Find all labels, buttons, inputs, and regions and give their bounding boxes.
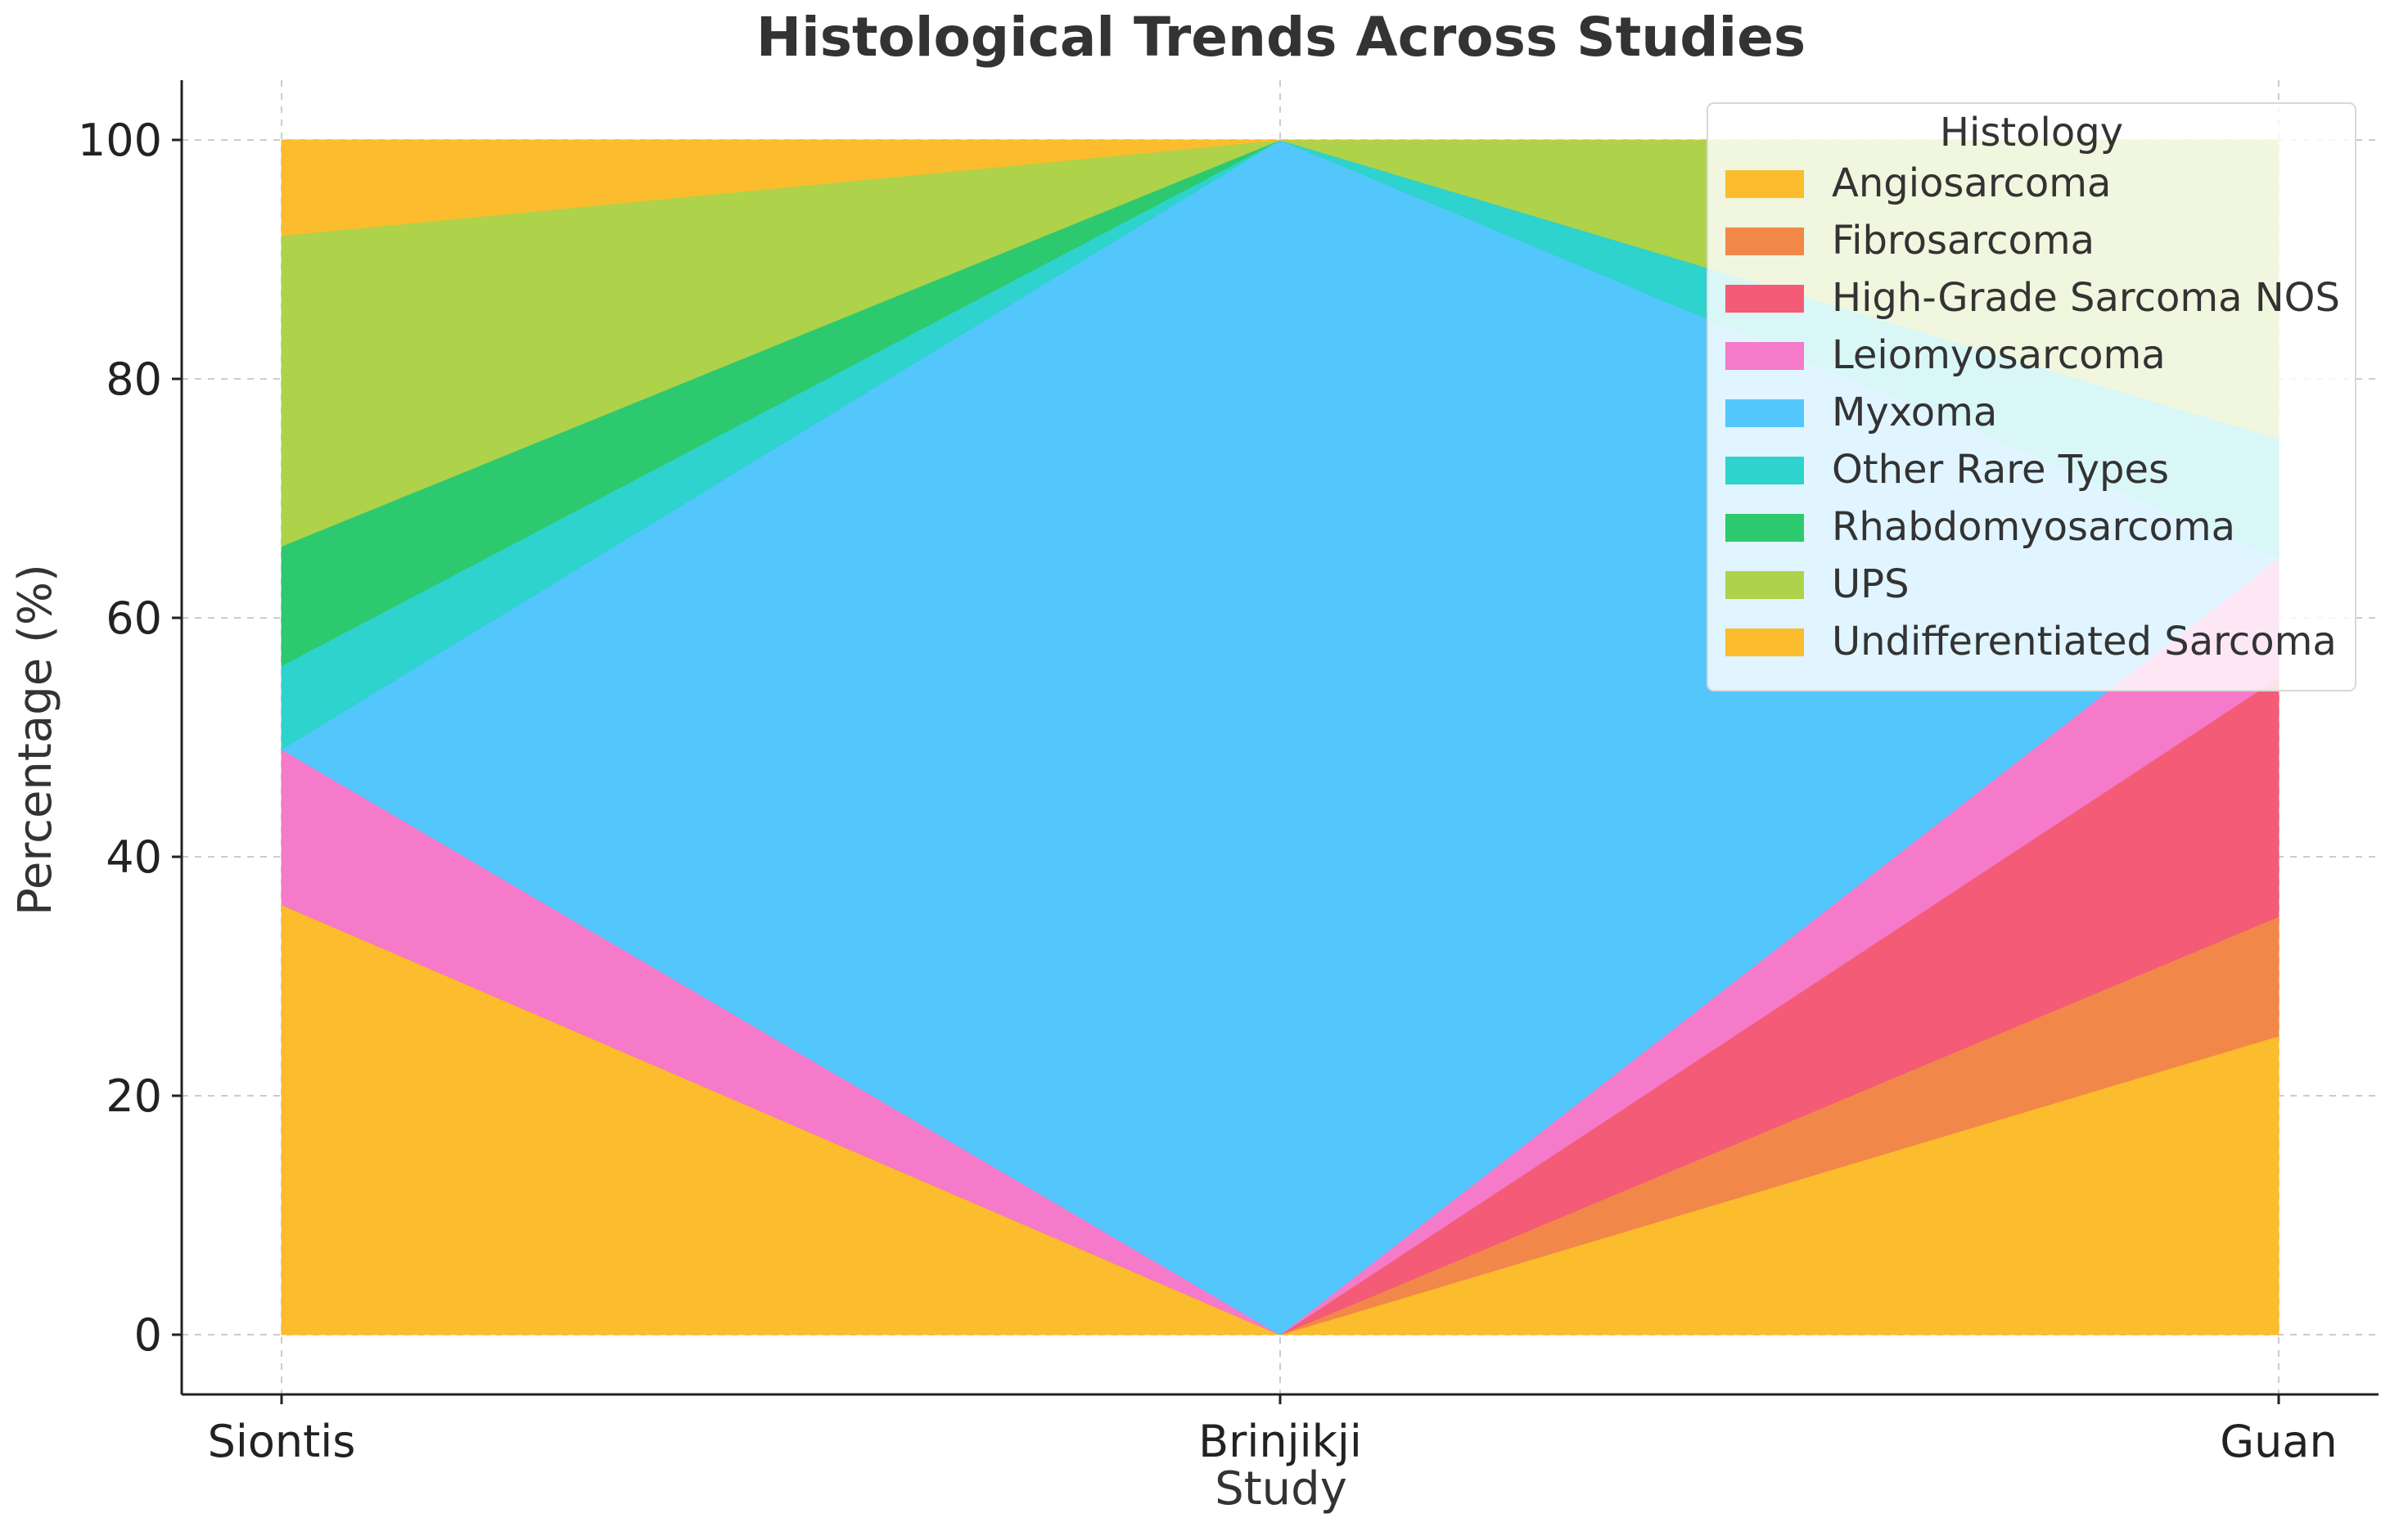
legend-label-ups: UPS bbox=[1832, 561, 1910, 607]
axis-layer: 0 20 40 60 80 100 Siontis Brinjikji Guan bbox=[78, 80, 2379, 1467]
legend-swatch-rhabdomyosarcoma bbox=[1725, 514, 1804, 542]
legend-label-fibrosarcoma: Fibrosarcoma bbox=[1832, 218, 2095, 264]
legend-swatch-myxoma bbox=[1725, 399, 1804, 427]
legend-label-myxoma: Myxoma bbox=[1832, 390, 1997, 435]
legend-label-angiosarcoma: Angiosarcoma bbox=[1832, 160, 2111, 206]
legend-swatch-high-grade-sarcoma-nos bbox=[1725, 285, 1804, 313]
x-tick-label-2: Guan bbox=[2220, 1416, 2337, 1467]
x-tick-label-1: Brinjikji bbox=[1198, 1416, 1362, 1467]
x-axis-label: Study bbox=[1215, 1462, 1347, 1516]
chart-title: Histological Trends Across Studies bbox=[756, 6, 1806, 69]
legend-swatch-leiomyosarcoma bbox=[1725, 342, 1804, 370]
legend-label-high-grade-sarcoma-nos: High-Grade Sarcoma NOS bbox=[1832, 275, 2340, 321]
y-tick-label-80: 80 bbox=[106, 354, 162, 405]
x-tick-label-0: Siontis bbox=[208, 1416, 356, 1467]
legend-label-rhabdomyosarcoma: Rhabdomyosarcoma bbox=[1832, 504, 2235, 550]
y-tick-label-60: 60 bbox=[106, 592, 162, 644]
legend-label-undifferentiated-sarcoma: Undifferentiated Sarcoma bbox=[1832, 619, 2337, 664]
legend-swatch-other-rare-types bbox=[1725, 457, 1804, 484]
y-tick-label-100: 100 bbox=[78, 115, 162, 166]
legend-swatch-ups bbox=[1725, 571, 1804, 599]
legend-box bbox=[1707, 102, 2356, 691]
y-tick-label-40: 40 bbox=[106, 831, 162, 883]
y-axis-label: Percentage (%) bbox=[9, 564, 62, 916]
legend-swatch-undifferentiated-sarcoma bbox=[1725, 628, 1804, 656]
y-tick-label-20: 20 bbox=[106, 1070, 162, 1122]
legend-label-other-rare-types: Other Rare Types bbox=[1832, 447, 2169, 493]
legend-swatch-fibrosarcoma bbox=[1725, 227, 1804, 255]
legend-label-leiomyosarcoma: Leiomyosarcoma bbox=[1832, 332, 2166, 378]
legend-swatch-angiosarcoma bbox=[1725, 170, 1804, 198]
legend: Histology Angiosarcoma Fibrosarcoma High-Gr… bbox=[1707, 102, 2356, 691]
y-tick-label-0: 0 bbox=[134, 1309, 162, 1361]
legend-title: Histology bbox=[1940, 110, 2123, 155]
